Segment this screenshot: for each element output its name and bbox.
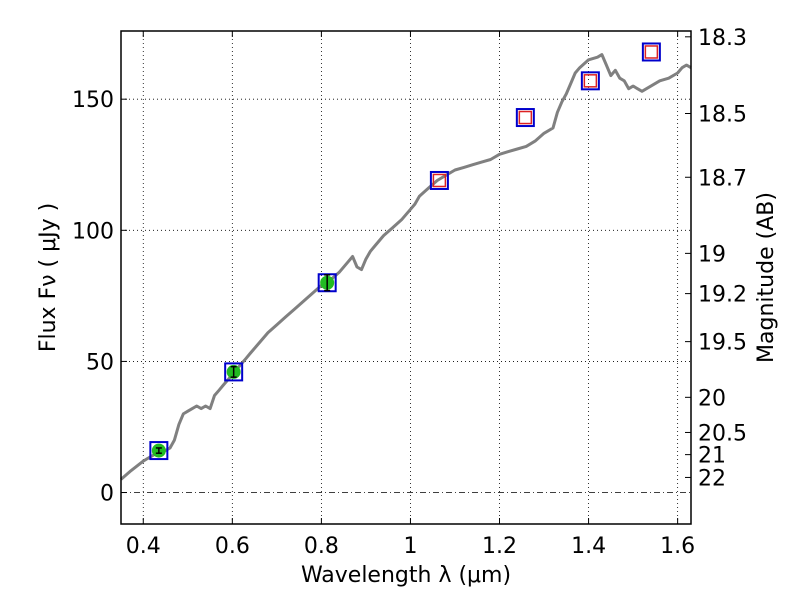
model-marker bbox=[224, 362, 244, 382]
right-axis-label: Magnitude (AB) bbox=[754, 192, 779, 363]
magnitude-tick-label: 22 bbox=[698, 466, 726, 491]
x-axis-label: Wavelength λ (μm) bbox=[301, 563, 511, 588]
x-tick-label: 1 bbox=[403, 534, 417, 559]
x-tick-label: 0.4 bbox=[126, 534, 161, 559]
y-tick-label: 150 bbox=[72, 88, 114, 113]
model-marker bbox=[580, 71, 600, 91]
magnitude-tick-label: 19.5 bbox=[698, 331, 747, 356]
magnitude-tick-label: 19.2 bbox=[698, 283, 747, 308]
y-tick-label: 0 bbox=[100, 482, 114, 507]
axis-ticks bbox=[121, 31, 691, 524]
y-tick-labels: 0 50 100 150 bbox=[72, 88, 114, 506]
photometry-markers bbox=[149, 42, 661, 461]
x-tick-label: 1.4 bbox=[571, 534, 606, 559]
spectrum-series bbox=[120, 53, 692, 481]
predicted-marker bbox=[644, 45, 659, 59]
spectrum-line bbox=[120, 53, 692, 481]
model-marker bbox=[429, 170, 449, 190]
grid-lines bbox=[121, 31, 691, 524]
predicted-marker bbox=[583, 74, 598, 88]
y-tick-label: 100 bbox=[72, 219, 114, 244]
magnitude-tick-label: 18.3 bbox=[698, 26, 747, 51]
x-tick-label: 0.6 bbox=[215, 534, 250, 559]
predicted-marker bbox=[518, 110, 533, 125]
magnitude-tick-label: 18.5 bbox=[698, 102, 747, 127]
model-marker bbox=[149, 441, 169, 461]
x-tick-labels: 0.4 0.6 0.8 1 1.2 1.4 1.6 bbox=[126, 534, 695, 559]
magnitude-tick-label: 21 bbox=[698, 444, 726, 469]
magnitude-tick-label: 20.5 bbox=[698, 421, 747, 446]
x-tick-label: 1.2 bbox=[482, 534, 517, 559]
y-axis-label: Flux Fν ( μJy ) bbox=[36, 203, 61, 352]
magnitude-tick-label: 19 bbox=[698, 242, 726, 267]
predicted-marker bbox=[432, 173, 447, 188]
plot-frame bbox=[120, 30, 692, 525]
magnitude-tick-label: 18.7 bbox=[698, 166, 747, 191]
model-marker bbox=[515, 108, 535, 128]
model-marker bbox=[641, 42, 661, 62]
y-tick-label: 50 bbox=[86, 350, 114, 375]
x-tick-label: 1.6 bbox=[660, 534, 695, 559]
magnitude-tick-label: 20 bbox=[698, 386, 726, 411]
x-tick-label: 0.8 bbox=[304, 534, 339, 559]
